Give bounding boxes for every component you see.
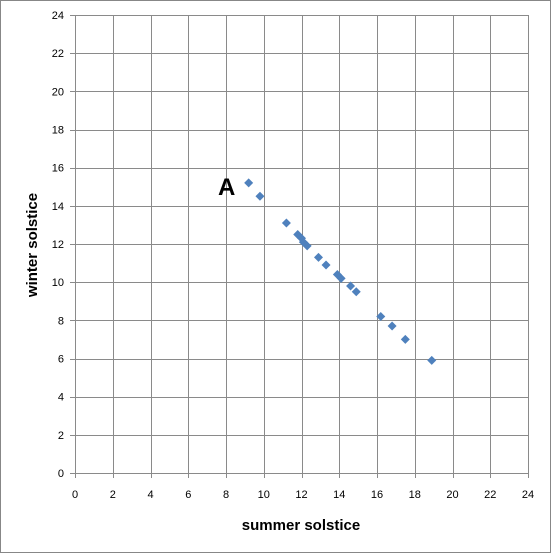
x-tick-label: 2 <box>110 489 116 501</box>
y-tick-label: 16 <box>52 163 64 175</box>
data-point <box>427 355 437 365</box>
x-tick-label: 10 <box>258 489 270 501</box>
x-tick-label: 18 <box>409 489 421 501</box>
annotations: A <box>218 174 235 201</box>
y-tick-label: 2 <box>58 430 64 442</box>
y-tick-label: 6 <box>58 354 64 366</box>
x-tick-labels: 0 2 4 6 8 10 12 14 16 18 20 22 24 <box>72 489 534 501</box>
data-point <box>302 241 312 251</box>
data-point <box>351 287 361 297</box>
y-tick-label: 20 <box>52 86 64 98</box>
data-point <box>376 312 386 322</box>
y-tick-label: 8 <box>58 315 64 327</box>
x-tick-label: 24 <box>522 489 534 501</box>
data-point <box>400 334 410 344</box>
y-tick-label: 24 <box>52 10 64 22</box>
y-tick-label: 4 <box>58 392 64 404</box>
data-point <box>336 273 346 283</box>
y-tick-label: 22 <box>52 48 64 60</box>
x-tick-label: 6 <box>185 489 191 501</box>
axes <box>70 15 529 478</box>
data-point <box>387 321 397 331</box>
data-point <box>346 281 356 291</box>
x-tick-label: 12 <box>295 489 307 501</box>
x-tick-label: 14 <box>333 489 345 501</box>
x-tick-label: 0 <box>72 489 78 501</box>
x-tick-label: 20 <box>446 489 458 501</box>
data-point <box>255 191 265 201</box>
x-tick-label: 22 <box>484 489 496 501</box>
data-point <box>244 178 254 188</box>
data-point <box>281 218 291 228</box>
y-tick-label: 0 <box>58 468 64 480</box>
x-axis-title: summer solstice <box>242 517 360 534</box>
y-tick-label: 12 <box>52 239 64 251</box>
data-points <box>244 178 437 365</box>
x-tick-label: 4 <box>147 489 153 501</box>
y-axis-title: winter solstice <box>24 193 41 298</box>
y-tick-label: 18 <box>52 125 64 137</box>
data-point <box>313 252 323 262</box>
x-tick-label: 8 <box>223 489 229 501</box>
y-tick-label: 10 <box>52 277 64 289</box>
y-tick-label: 14 <box>52 201 64 213</box>
data-point <box>321 260 331 270</box>
point-annotation-label: A <box>218 174 235 201</box>
x-tick-label: 16 <box>371 489 383 501</box>
